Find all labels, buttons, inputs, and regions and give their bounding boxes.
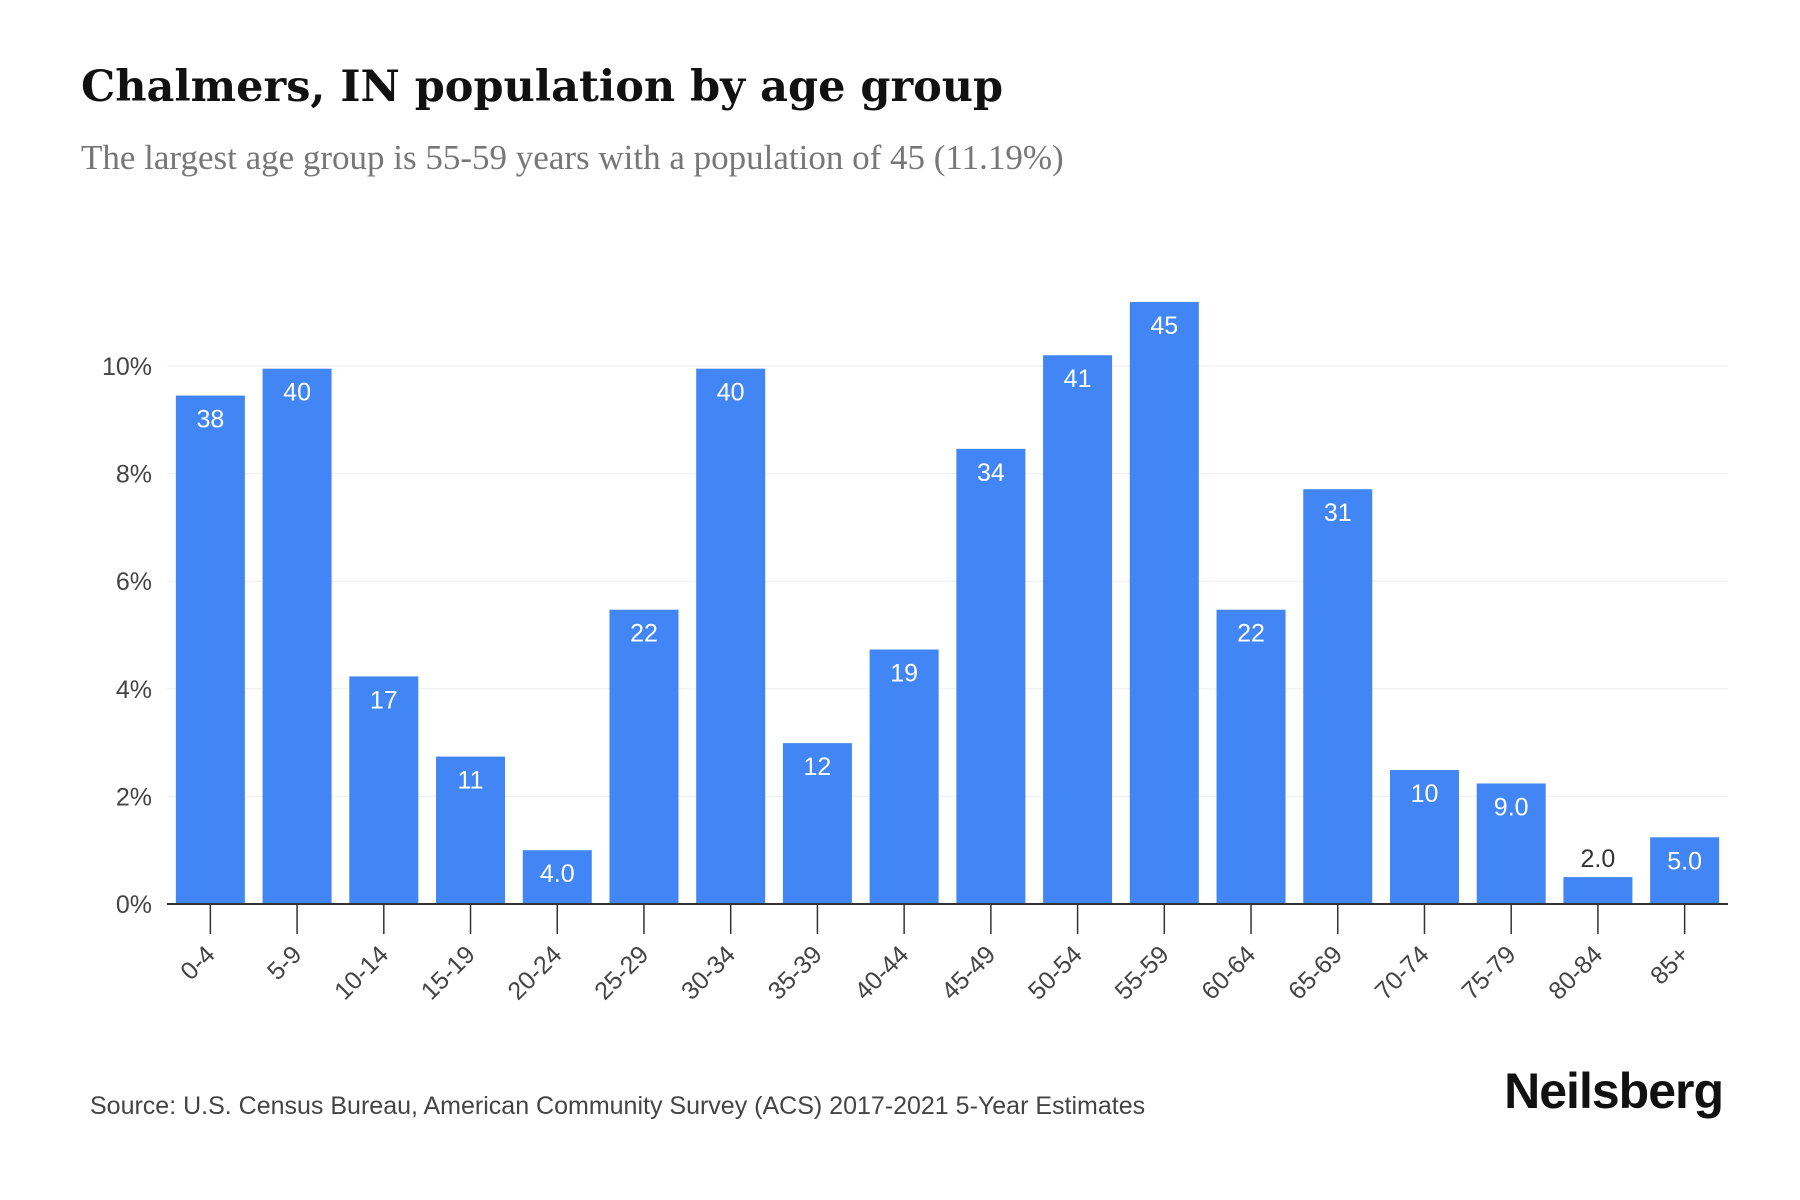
brand-logo: Neilsberg [1504, 1063, 1724, 1119]
data-label: 41 [1064, 365, 1092, 393]
x-tick-label: 35-39 [763, 940, 828, 1005]
x-tick-label: 20-24 [502, 940, 567, 1005]
data-label: 10 [1411, 780, 1439, 808]
data-label: 2.0 [1581, 845, 1616, 873]
x-tick-label: 15-19 [416, 940, 481, 1005]
x-tick-label: 10-14 [329, 940, 394, 1005]
data-labels: 38 40 17 11 4.0 22 40 12 19 34 41 45 22 31 10 9.0 2.0 5.0 [196, 312, 1702, 888]
bar-45-49 [956, 448, 1026, 904]
bar-75-79 [1476, 783, 1546, 904]
chart-subtitle: The largest age group is 55-59 years wit… [81, 138, 1064, 177]
x-tick-label: 30-34 [676, 940, 741, 1005]
data-label: 40 [283, 379, 311, 407]
bar-15-19 [436, 756, 506, 904]
x-tick-label: 5-9 [262, 940, 307, 985]
y-tick-label: 8% [116, 461, 152, 489]
x-tick-label: 80-84 [1543, 940, 1608, 1005]
bar-80-84 [1563, 877, 1633, 904]
x-axis: 0-4 5-9 10-14 15-19 20-24 25-29 30-34 35-39 40-4… [167, 903, 1728, 1005]
x-tick-label: 50-54 [1023, 940, 1088, 1005]
x-tick-label: 70-74 [1370, 940, 1435, 1005]
x-tick-label: 40-44 [849, 940, 914, 1005]
y-tick-label: 10% [102, 353, 152, 381]
y-tick-label: 2% [116, 783, 152, 811]
x-tick-label: 60-64 [1196, 940, 1261, 1005]
data-label: 9.0 [1494, 793, 1529, 821]
data-label: 34 [977, 459, 1005, 487]
bar-85+ [1650, 837, 1720, 904]
bar-35-39 [782, 743, 852, 904]
bar-30-34 [696, 368, 766, 904]
data-label: 22 [630, 620, 658, 648]
data-label: 17 [370, 686, 398, 714]
data-label: 5.0 [1667, 847, 1702, 875]
y-axis-labels: 0% 2% 4% 6% 8% 10% [102, 353, 152, 919]
bar-10-14 [349, 676, 419, 904]
data-label: 40 [717, 379, 745, 407]
grid-lines [167, 365, 1728, 797]
bar-0-4 [175, 395, 245, 904]
x-tick-label: 45-49 [936, 940, 1001, 1005]
bars [175, 301, 1720, 904]
x-tick-label: 85+ [1645, 940, 1695, 990]
x-tick-label: 25-29 [589, 940, 654, 1005]
data-label: 11 [458, 767, 484, 795]
bar-50-54 [1043, 355, 1113, 904]
bar-40-44 [869, 649, 939, 904]
y-tick-label: 4% [116, 676, 152, 704]
data-label: 12 [804, 753, 832, 781]
bar-55-59 [1129, 301, 1199, 904]
data-label: 22 [1237, 620, 1265, 648]
bar-20-24 [522, 850, 592, 904]
source-note: Source: U.S. Census Bureau, American Com… [90, 1092, 1146, 1120]
y-tick-label: 0% [116, 891, 152, 919]
x-tick-label: 75-79 [1456, 940, 1521, 1005]
bar-5-9 [262, 368, 332, 904]
bar-25-29 [609, 609, 679, 904]
data-label: 45 [1150, 312, 1178, 340]
data-label: 31 [1324, 499, 1352, 527]
x-tick-label: 0-4 [175, 940, 220, 985]
data-label: 38 [196, 406, 224, 434]
chart-title: Chalmers, IN population by age group [81, 62, 1004, 112]
x-tick-label: 55-59 [1110, 940, 1175, 1005]
data-label: 19 [890, 660, 918, 688]
bar-65-69 [1303, 489, 1373, 904]
bar-60-64 [1216, 609, 1286, 904]
x-tick-label: 65-69 [1283, 940, 1348, 1005]
y-tick-label: 6% [116, 568, 152, 596]
data-label: 4.0 [540, 860, 575, 888]
bar-70-74 [1389, 770, 1459, 904]
